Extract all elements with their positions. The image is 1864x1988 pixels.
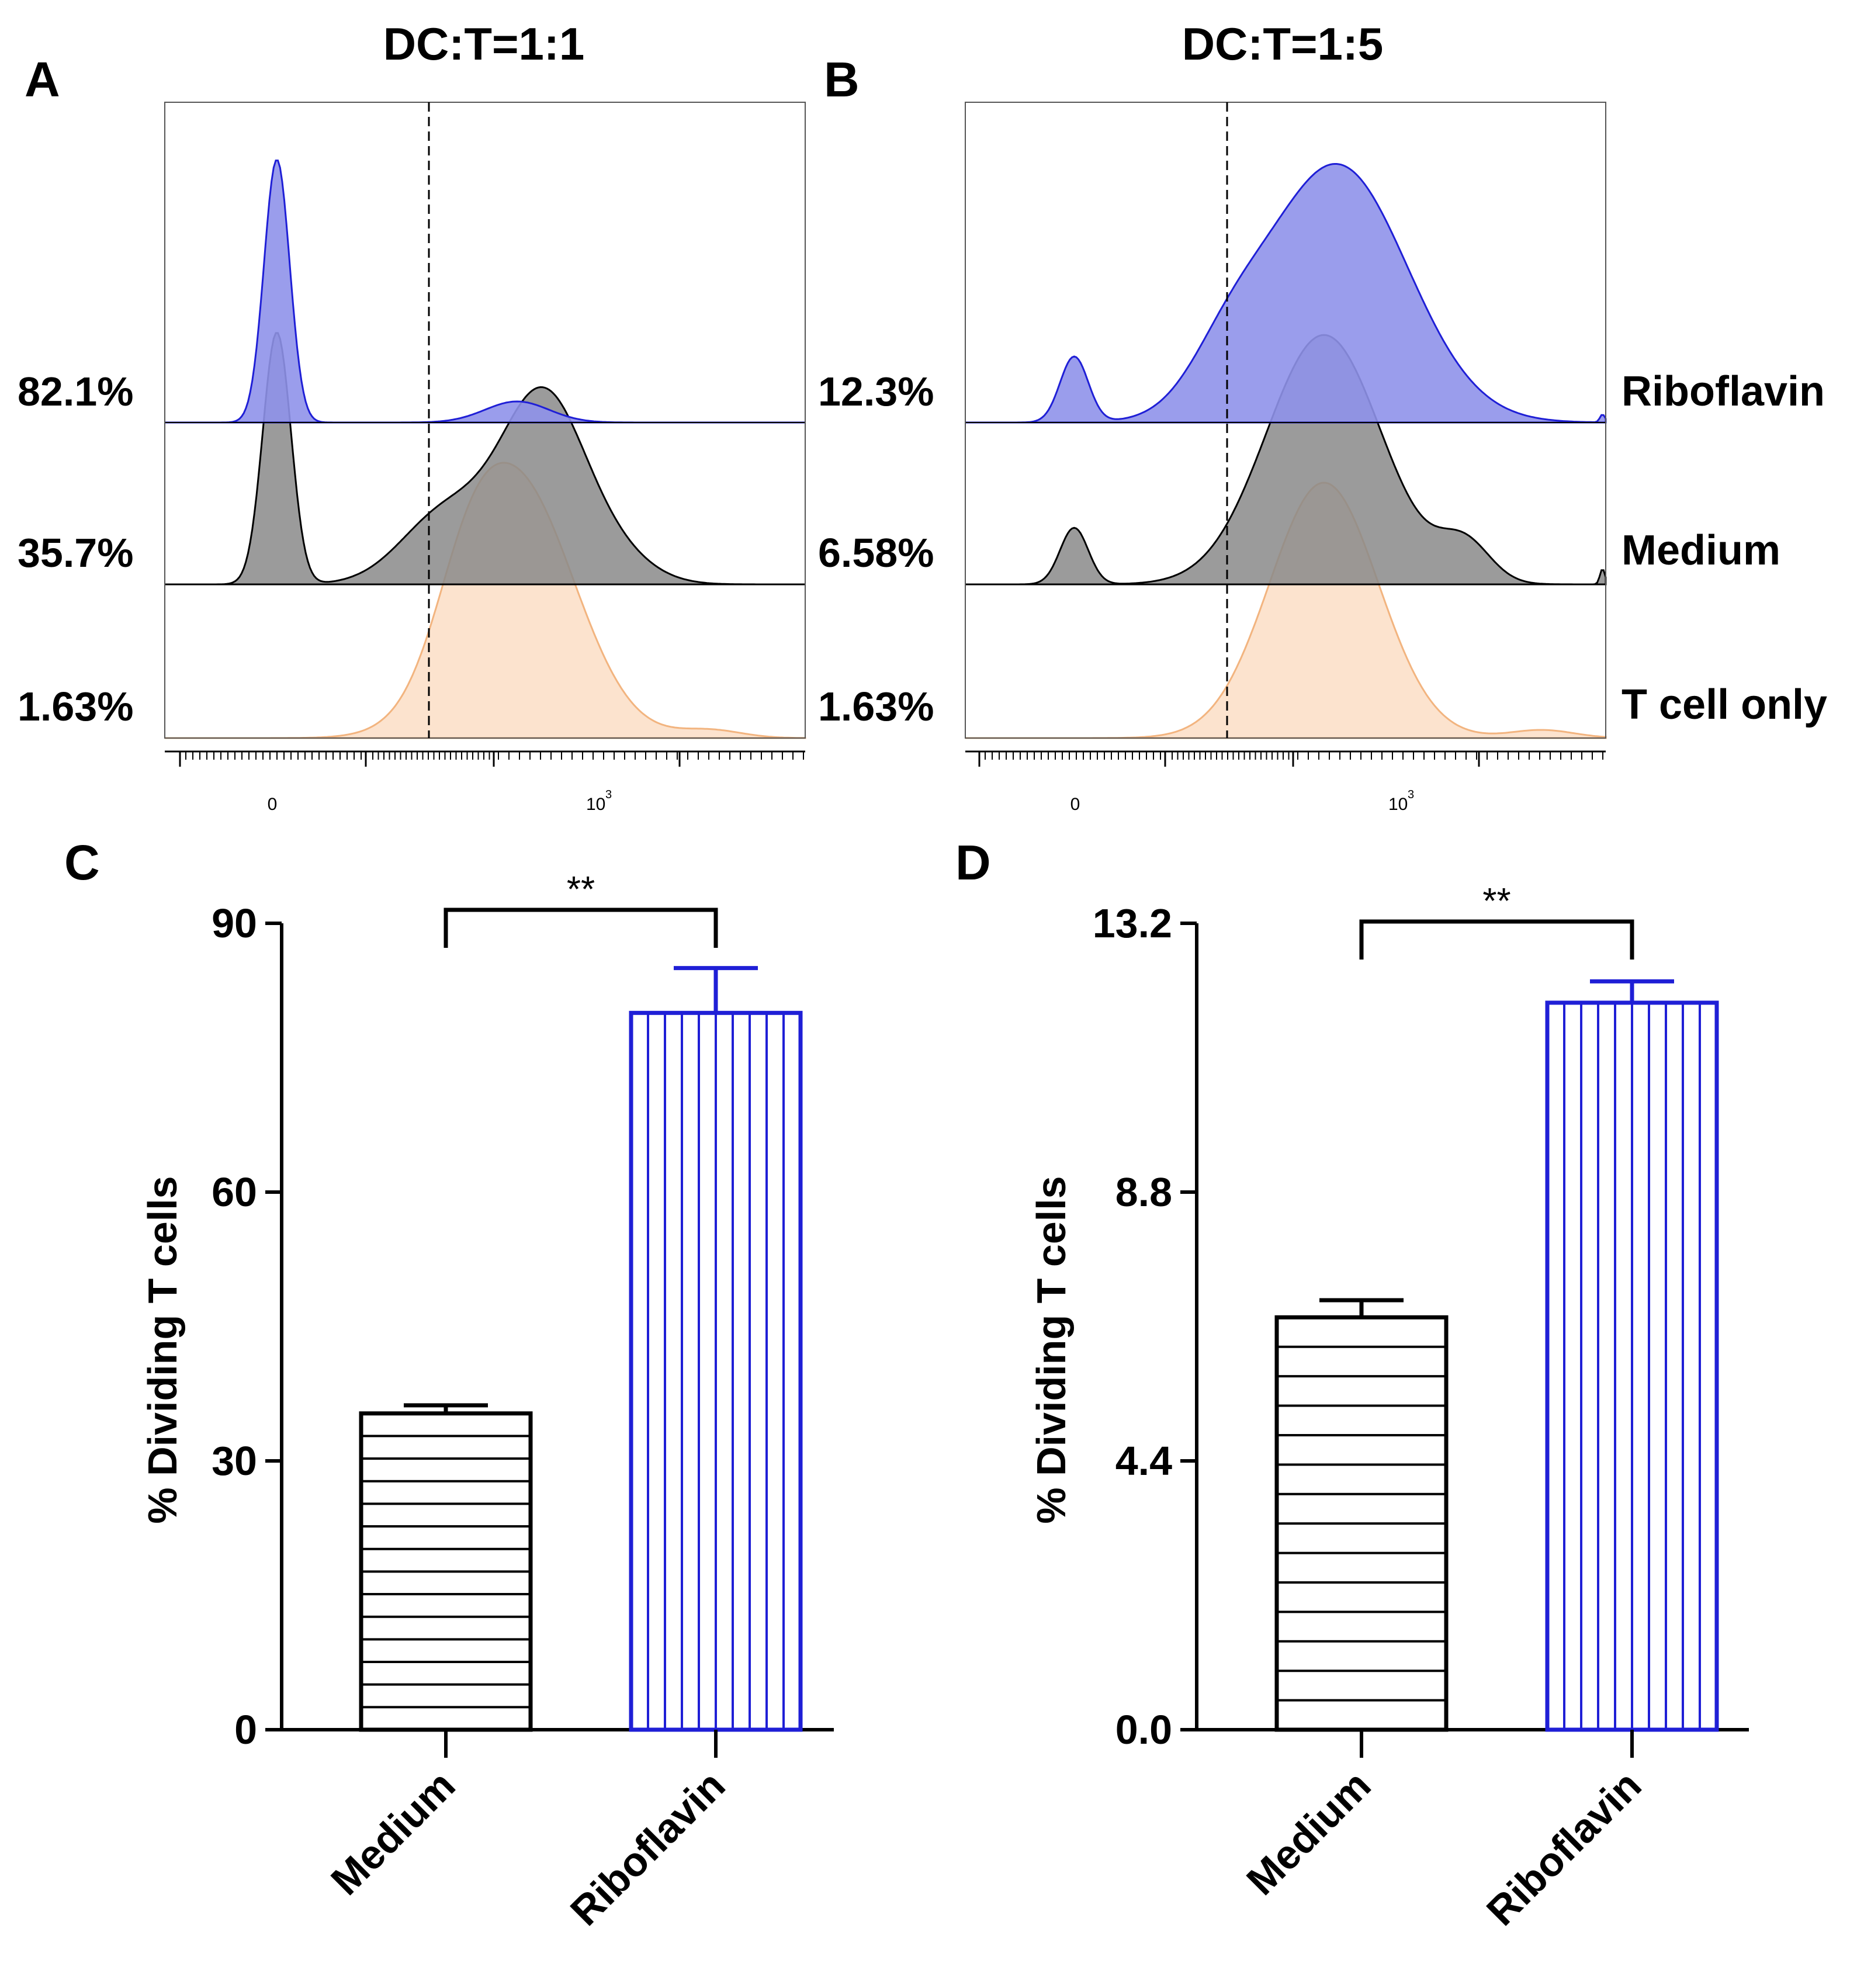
histogram-b-percent-tcell: 1.63%	[818, 684, 934, 729]
bar-chart-d-y-axis-label: % Dividing T cells	[1028, 1176, 1074, 1523]
histogram-row-label-riboflavin: Riboflavin	[1622, 368, 1825, 415]
bar-chart-d-bar-riboflavin	[1545, 979, 1719, 1732]
bar-chart-c-y-tick-label-3: 90	[212, 901, 257, 946]
histogram-b-percent-riboflavin: 12.3%	[818, 369, 934, 414]
bar-chart-c-y-tick-label-0: 0	[234, 1707, 257, 1753]
bar-chart-d-y-tick-label-3: 13.2	[1093, 901, 1172, 946]
panel-b-title: DC:T=1:5	[1182, 18, 1384, 70]
bar-chart-c-y-tick-label-2: 60	[212, 1169, 257, 1215]
panel-letter-a: A	[25, 52, 60, 107]
bar-chart-d-bar-medium	[1274, 1298, 1449, 1732]
bar-chart-c-bar-medium	[359, 1403, 533, 1732]
histogram-a-tick-1000-exponent: 3	[605, 788, 612, 801]
histogram-panel-b: 0 10 3 12.3% 6.58% 1.63% Riboflavin Medi…	[818, 102, 1827, 814]
bar-chart-d-y-tick-label-0: 0.0	[1115, 1707, 1172, 1753]
bar-chart-d-y-tick-label-2: 8.8	[1115, 1169, 1172, 1215]
histogram-b-percent-medium: 6.58%	[818, 530, 934, 576]
bar-chart-c-significance-bracket	[444, 908, 718, 948]
histogram-b-frame	[965, 102, 1606, 739]
panel-letter-b: B	[824, 52, 860, 107]
bar-chart-c-y-axis-label: % Dividing T cells	[140, 1176, 185, 1523]
histogram-a-percent-riboflavin: 82.1%	[18, 369, 133, 414]
panel-letter-d: D	[955, 835, 991, 890]
histogram-a-percent-medium: 35.7%	[18, 530, 133, 576]
bar-chart-d-y-tick-label-1: 4.4	[1115, 1438, 1172, 1484]
histogram-row-label-tcell-only: T cell only	[1622, 681, 1827, 728]
histogram-b-tick-1000: 10	[1388, 795, 1408, 814]
histogram-b-tick-0: 0	[1070, 795, 1080, 814]
histogram-a-tick-0: 0	[268, 795, 278, 814]
histogram-b-tick-1000-exponent: 3	[1408, 788, 1414, 801]
histogram-row-label-medium: Medium	[1622, 527, 1780, 574]
bar-chart-d-significance-bracket	[1359, 919, 1634, 960]
bar-chart-d-significance-label: **	[1482, 881, 1510, 922]
histogram-a-tick-1000: 10	[586, 795, 605, 814]
histogram-panel-a: 0 10 3 82.1% 35.7% 1.63%	[18, 102, 806, 814]
panel-letter-c: C	[64, 835, 100, 890]
histogram-a-percent-tcell: 1.63%	[18, 684, 133, 729]
bar-chart-c-y-tick-label-1: 30	[212, 1438, 257, 1484]
panel-a-title: DC:T=1:1	[383, 18, 585, 70]
histogram-a-frame	[164, 102, 806, 739]
histogram-b-curve-riboflavin	[965, 163, 1607, 424]
bar-chart-c-significance-label: **	[567, 870, 595, 910]
